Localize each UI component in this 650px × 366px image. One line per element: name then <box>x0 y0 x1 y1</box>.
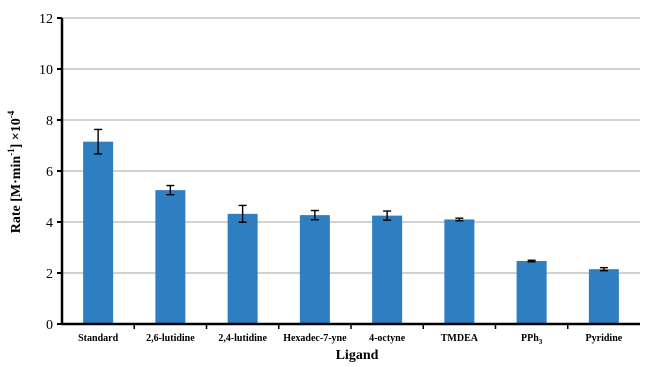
y-tick-label-6: 6 <box>46 165 53 180</box>
x-tick-labels: Standard 2,6-lutidine 2,4-lutidine Hexadec-… <box>78 333 623 346</box>
y-title-sup-1: -1 <box>6 148 16 156</box>
y-tick-label-0: 0 <box>46 318 53 333</box>
y-tick-label-8: 8 <box>46 114 53 129</box>
y-tick-label-2: 2 <box>46 267 53 282</box>
bar-7 <box>588 269 619 324</box>
y-tick-labels: 0 2 4 6 8 10 12 <box>39 12 53 333</box>
y-axis-title: Rate [M·min-1] ×10-4 <box>6 110 24 233</box>
x-tick-label-7: Pyridine <box>586 333 623 344</box>
x-tick-label-2: 2,4-lutidine <box>218 333 267 344</box>
x-tick-label-6: PPh3 <box>521 333 543 346</box>
y-title-part-2: ] ×10 <box>9 118 24 148</box>
y-tick-label-10: 10 <box>39 63 53 78</box>
bar-6 <box>516 261 547 324</box>
x-axis-title: Ligand <box>336 348 379 363</box>
bar-4 <box>372 215 403 324</box>
axes <box>57 17 640 329</box>
bar-1 <box>155 190 186 324</box>
error-bars <box>94 128 608 272</box>
x-tick-label-5: TMDEA <box>441 333 479 344</box>
y-tick-label-4: 4 <box>46 216 53 231</box>
bars <box>83 141 619 324</box>
bar-3 <box>299 215 330 324</box>
x-tick-label-0: Standard <box>78 333 118 344</box>
y-title-sup-2: -4 <box>6 110 16 118</box>
y-title-part-1: Rate [M·min <box>9 156 24 234</box>
x-tick-label-4: 4-octyne <box>369 333 406 344</box>
gridlines <box>62 17 640 274</box>
bar-5 <box>444 219 475 324</box>
bar-2 <box>227 213 258 324</box>
x-tick-label-1: 2,6-lutidine <box>146 333 195 344</box>
bar-0 <box>83 141 114 324</box>
y-tick-label-12: 12 <box>39 12 53 27</box>
x-tick-label-3: Hexadec-7-yne <box>283 333 347 344</box>
